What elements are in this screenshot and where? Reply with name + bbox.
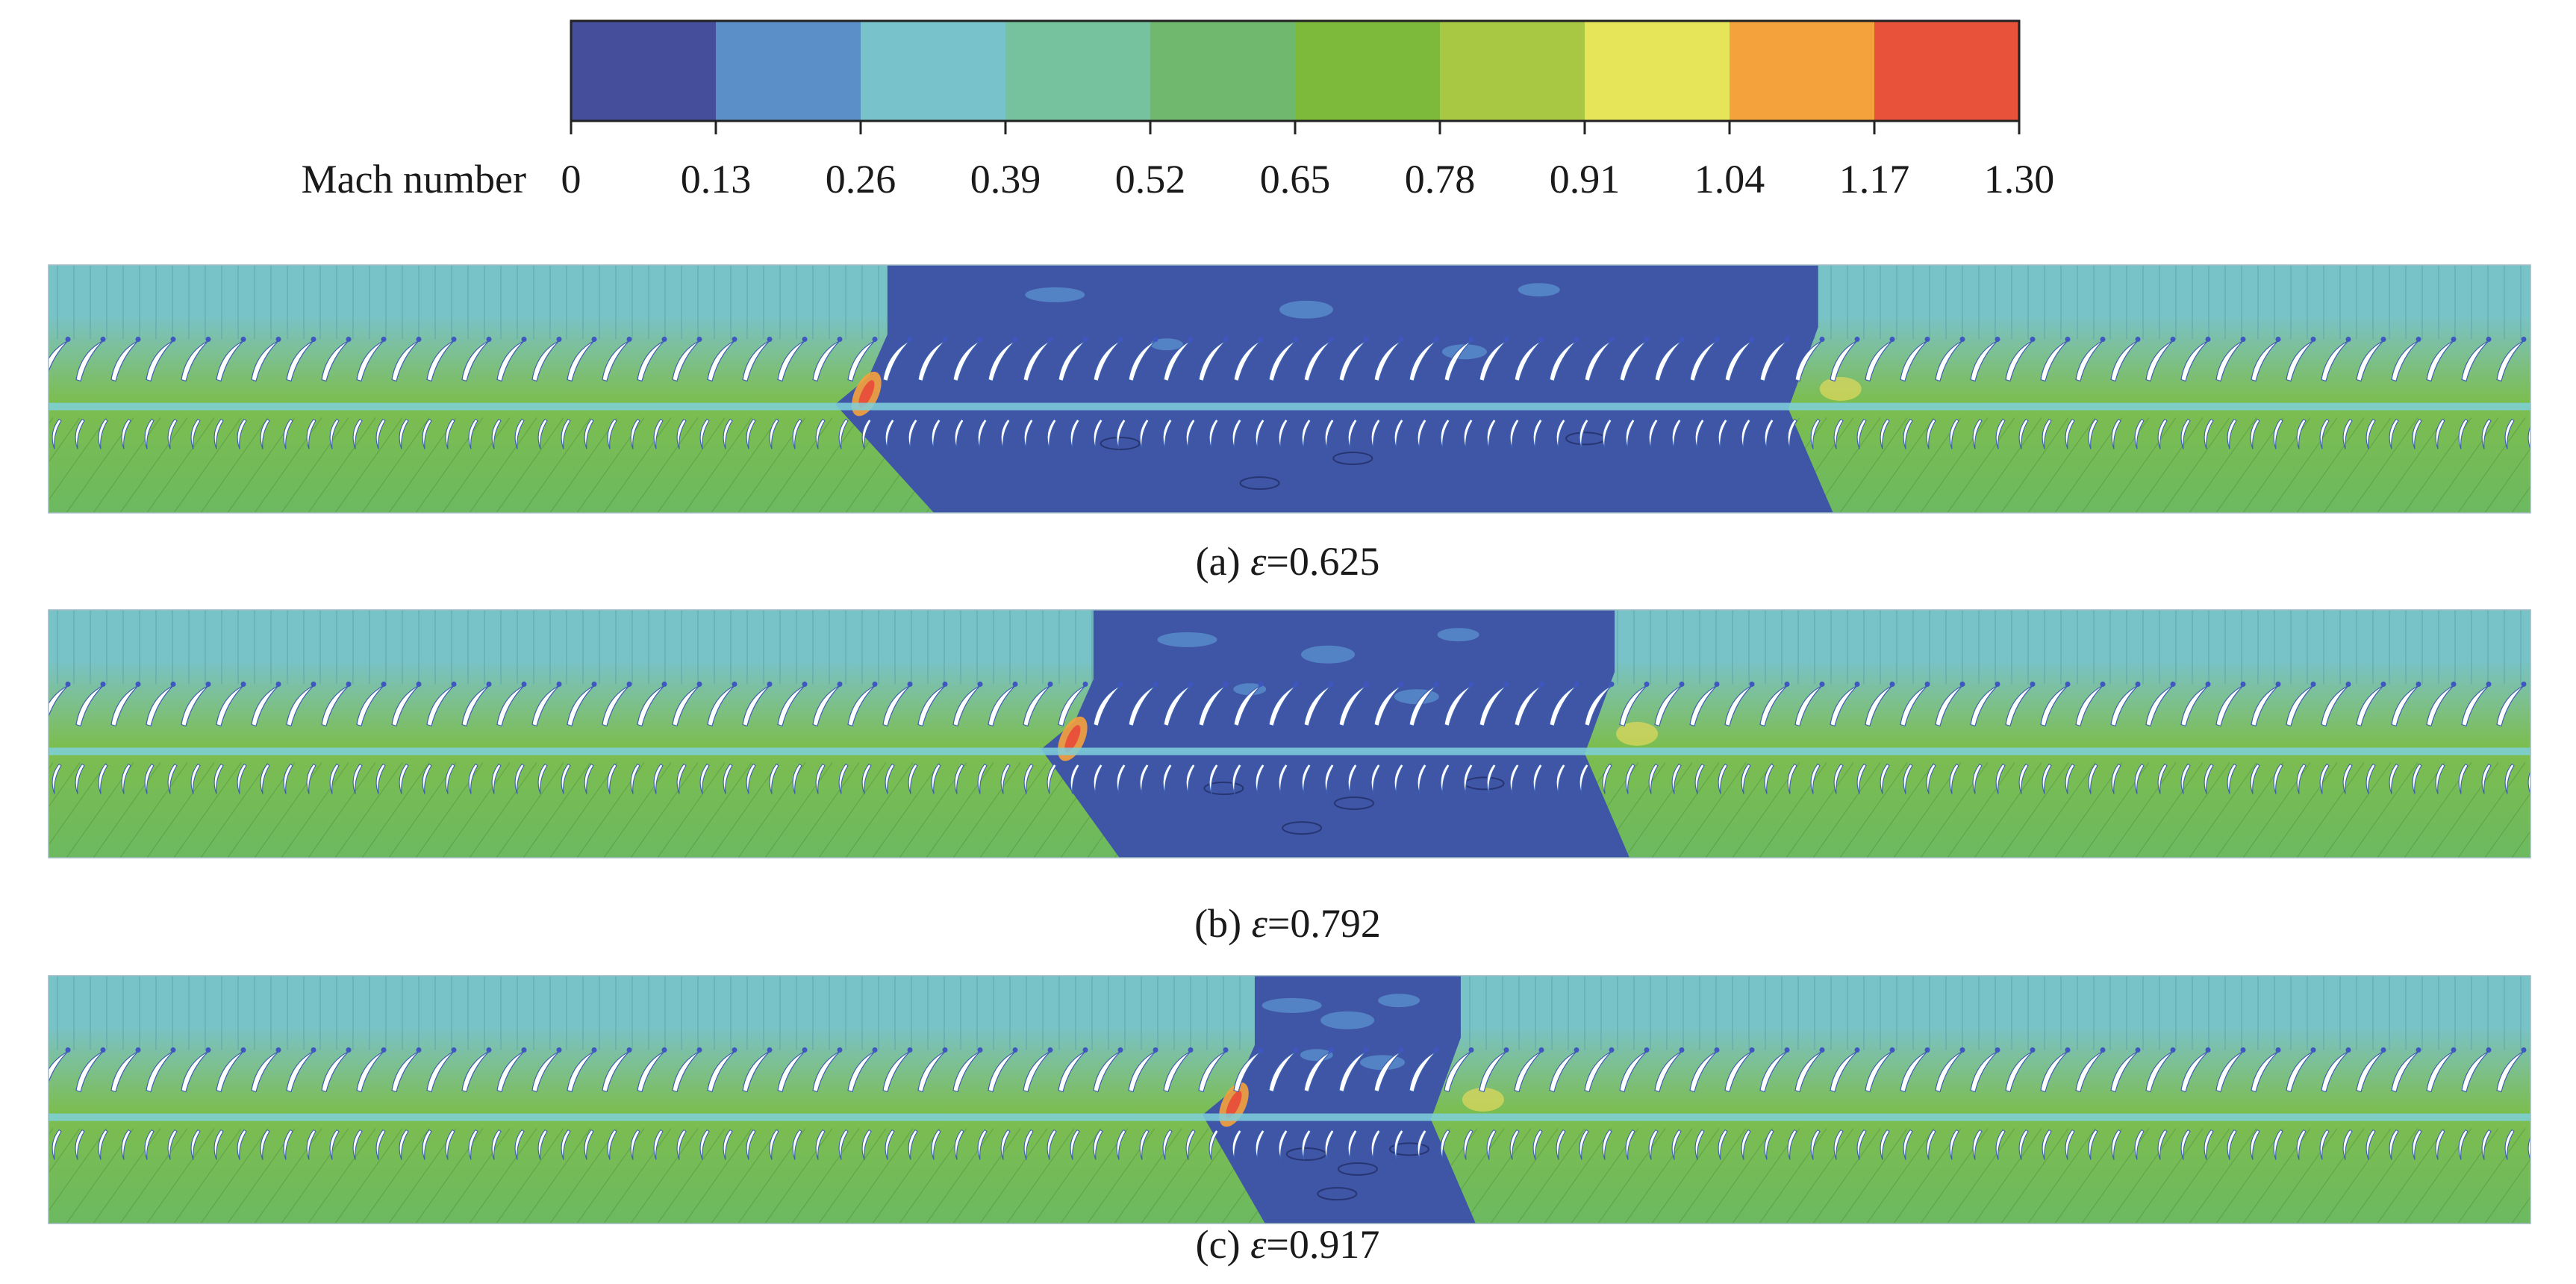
stator-vanes: [52, 763, 2530, 794]
panel-caption-symbol: ε: [1250, 1222, 1267, 1267]
colorbar-tick-label: 0.78: [1405, 157, 1476, 202]
colorbar-tick-label: 1.04: [1694, 157, 1765, 202]
stator-vanes: [52, 418, 2530, 449]
panel-caption-symbol: ε: [1250, 539, 1267, 584]
colorbar-title: Mach number: [302, 157, 526, 202]
colorbar-swatch: [571, 21, 717, 121]
panel-border: [48, 264, 2531, 514]
colorbar-tick-label: 0: [561, 157, 581, 202]
panel-caption: (a) ε=0.625: [1196, 539, 1380, 584]
stall-cell: [1041, 610, 1630, 858]
colorbar-swatch: [1295, 21, 1441, 121]
colorbar-swatches: [571, 21, 2020, 121]
colorbar-swatch: [1005, 21, 1151, 121]
panel-caption-value: =0.625: [1266, 539, 1379, 584]
colorbar-tick-label: 0.52: [1115, 157, 1186, 202]
rotor-blades: [49, 682, 2527, 727]
panel-caption-value: =0.792: [1267, 901, 1381, 946]
colorbar-tick-label: 0.13: [681, 157, 752, 202]
colorbar-tick-label: 0.26: [826, 157, 896, 202]
contour-panels: (a) ε=0.625(b) ε=0.792(c) ε=0.917: [48, 264, 2531, 1267]
rotor-blades: [49, 1047, 2527, 1093]
interface-band: [49, 402, 2530, 411]
colorbar-swatch: [1730, 21, 1875, 121]
colorbar-swatch: [861, 21, 1006, 121]
contour-panel: (c) ε=0.917: [48, 975, 2531, 1267]
flow-field: [49, 976, 2530, 1224]
colorbar-tick-label: 0.65: [1260, 157, 1331, 202]
stall-vortices: [1025, 283, 1606, 490]
panel-caption-value: =0.917: [1266, 1222, 1379, 1267]
stall-cell: [835, 265, 1833, 513]
flow-field: [49, 610, 2530, 858]
interface-band: [49, 747, 2530, 755]
panel-caption: (b) ε=0.792: [1194, 901, 1381, 946]
rotor-blades: [49, 337, 2527, 382]
colorbar-tick-label: 0.39: [970, 157, 1041, 202]
flow-field: [49, 265, 2530, 513]
colorbar-ticks: 0 0.13 0.26 0.39 0.52 0.65 0.78 0.91 1.04 1.17 1.3…: [561, 121, 2055, 202]
colorbar-swatch: [1874, 21, 2020, 121]
contour-panel: (b) ε=0.792: [48, 609, 2531, 946]
panel-caption-prefix: (a): [1196, 539, 1250, 584]
stall-cell: [1202, 976, 1476, 1224]
colorbar-swatch: [716, 21, 861, 121]
interface-band: [49, 1113, 2530, 1121]
colorbar-swatch: [1150, 21, 1296, 121]
panel-border: [48, 609, 2531, 858]
contour-panel: (a) ε=0.625: [48, 264, 2531, 584]
stator-vanes: [52, 1129, 2530, 1160]
stall-vortices: [1262, 994, 1429, 1201]
colorbar-swatch: [1585, 21, 1730, 121]
panel-caption-symbol: ε: [1252, 901, 1268, 946]
panel-border: [48, 975, 2531, 1224]
colorbar-tick-label: 1.30: [1984, 157, 2055, 202]
colorbar-swatch: [1440, 21, 1585, 121]
colorbar-tick-label: 1.17: [1839, 157, 1910, 202]
panel-caption-prefix: (c): [1196, 1222, 1250, 1267]
colorbar-tick-label: 0.91: [1550, 157, 1621, 202]
panel-caption-prefix: (b): [1194, 901, 1251, 946]
panel-caption: (c) ε=0.917: [1196, 1222, 1380, 1267]
colorbar: 0 0.13 0.26 0.39 0.52 0.65 0.78 0.91 1.04 1.17 1.3…: [302, 19, 2055, 202]
